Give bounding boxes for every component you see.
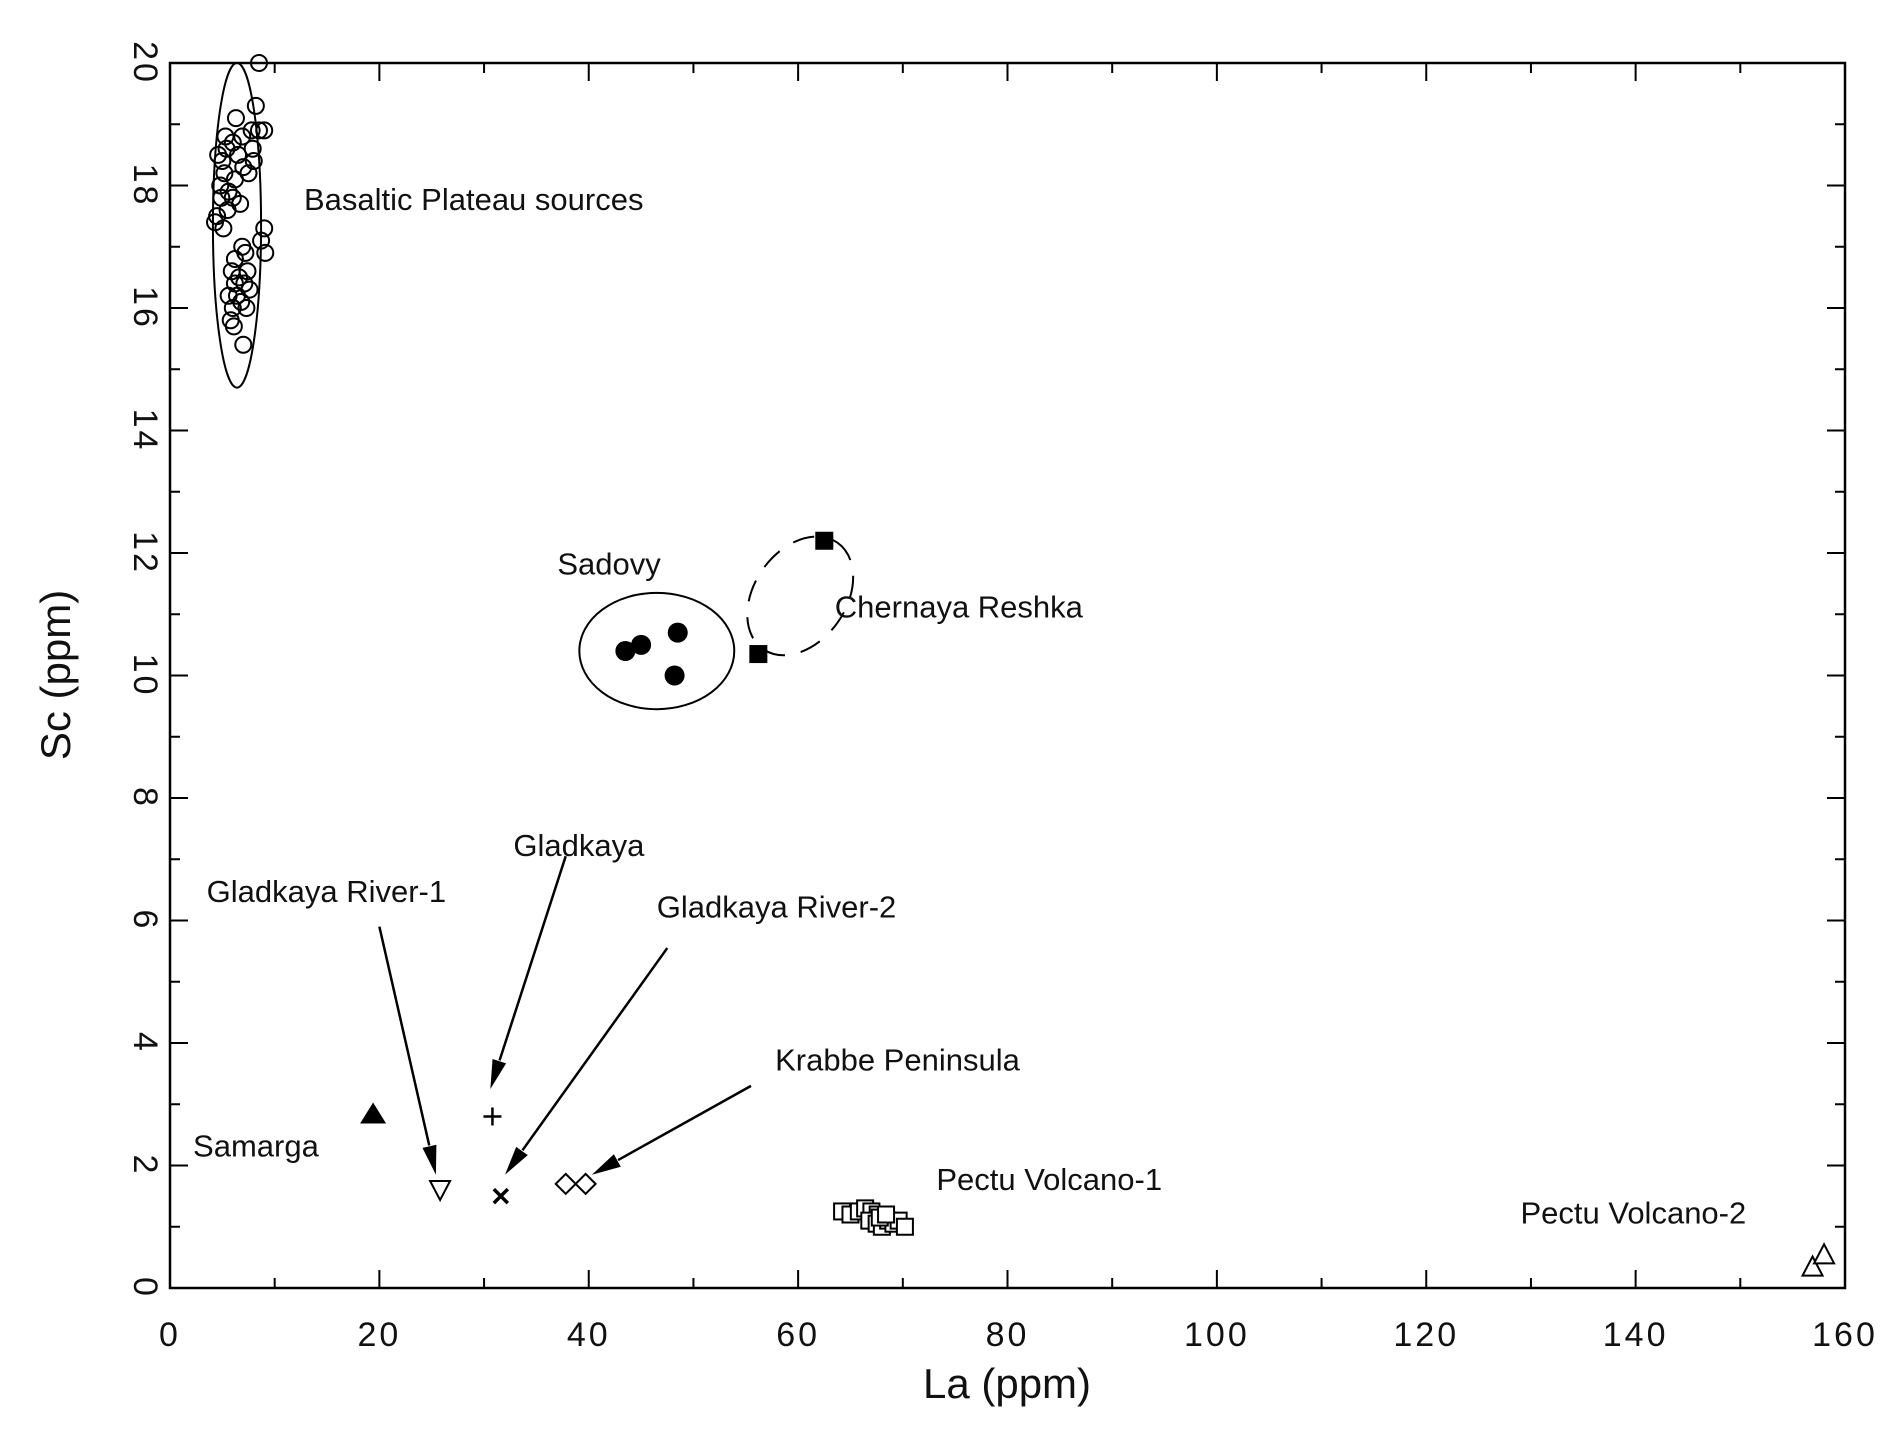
data-point bbox=[895, 1217, 914, 1236]
y-tick-label: 12 bbox=[126, 531, 164, 575]
group-label: Pectu Volcano-1 bbox=[936, 1162, 1162, 1197]
plot-frame bbox=[168, 61, 1847, 1290]
data-point bbox=[213, 152, 232, 170]
annotation-arrow bbox=[490, 855, 567, 1089]
data-point bbox=[256, 243, 275, 262]
group-label: Krabbe Peninsula bbox=[775, 1043, 1020, 1078]
data-point bbox=[664, 665, 685, 686]
data-point bbox=[483, 1107, 502, 1126]
data-point bbox=[877, 1205, 896, 1224]
annotation-arrows bbox=[378, 855, 752, 1175]
y-tick-label: 16 bbox=[126, 286, 164, 330]
data-point bbox=[428, 1180, 452, 1203]
x-tick-label: 20 bbox=[357, 1316, 401, 1354]
x-tick-label: 120 bbox=[1393, 1316, 1459, 1354]
data-point bbox=[233, 127, 252, 146]
annotation-arrow bbox=[505, 947, 669, 1175]
y-axis-title: Sc (ppm) bbox=[32, 590, 79, 760]
annotation-arrow bbox=[591, 1084, 752, 1175]
group-label: Gladkaya bbox=[513, 828, 645, 863]
y-tick-label: 14 bbox=[126, 409, 164, 453]
data-point bbox=[224, 317, 243, 336]
group-label: Gladkaya River-2 bbox=[657, 889, 896, 924]
data-point bbox=[1812, 1242, 1836, 1265]
data-point bbox=[231, 194, 250, 213]
data-point bbox=[212, 188, 231, 207]
data-point bbox=[631, 634, 652, 655]
data-point bbox=[236, 243, 255, 262]
data-point bbox=[554, 1172, 578, 1196]
data-point bbox=[232, 292, 251, 311]
y-tick-label: 18 bbox=[126, 164, 164, 208]
data-points bbox=[206, 54, 1836, 1277]
axis-ticks: 0 20 40 60 80 100 120 140 160 0 2 4 6 8 10 12 14 16 18 20 bbox=[126, 41, 1878, 1354]
data-point bbox=[215, 164, 234, 183]
data-point bbox=[249, 54, 268, 72]
x-tick-label: 40 bbox=[567, 1316, 611, 1354]
y-tick-label: 10 bbox=[126, 654, 164, 698]
data-point bbox=[225, 250, 244, 268]
y-tick-label: 20 bbox=[126, 41, 164, 85]
data-point bbox=[238, 262, 257, 281]
data-point bbox=[252, 231, 271, 250]
data-point bbox=[815, 531, 834, 550]
group-ellipse bbox=[578, 591, 736, 711]
y-tick-label: 0 bbox=[126, 1277, 164, 1299]
group-label: Pectu Volcano-2 bbox=[1520, 1196, 1746, 1231]
data-point bbox=[226, 109, 245, 128]
data-point bbox=[574, 1172, 598, 1196]
x-tick-label: 80 bbox=[986, 1316, 1030, 1354]
data-point bbox=[206, 213, 225, 232]
data-point bbox=[255, 121, 274, 140]
x-tick-label: 60 bbox=[776, 1316, 820, 1354]
data-point bbox=[1800, 1254, 1825, 1277]
data-point bbox=[492, 1187, 510, 1205]
x-tick-label: 100 bbox=[1184, 1316, 1250, 1354]
annotation-arrow bbox=[378, 926, 437, 1175]
data-point bbox=[255, 219, 274, 238]
data-point bbox=[234, 335, 253, 354]
data-point bbox=[242, 121, 261, 140]
group-label: Gladkaya River-1 bbox=[207, 874, 446, 909]
y-tick-label: 6 bbox=[126, 910, 164, 932]
data-point bbox=[244, 152, 263, 170]
group-label: Basaltic Plateau sources bbox=[304, 182, 643, 217]
x-tick-label: 140 bbox=[1603, 1316, 1669, 1354]
data-point bbox=[749, 645, 768, 664]
data-point bbox=[360, 1102, 387, 1124]
group-label: Sadovy bbox=[557, 546, 661, 581]
x-tick-label: 160 bbox=[1812, 1316, 1878, 1354]
annotation-labels: Basaltic Plateau sources Sadovy Chernaya R… bbox=[193, 182, 1746, 1231]
data-point bbox=[237, 299, 256, 317]
group-label: Samarga bbox=[193, 1128, 320, 1163]
group-ellipse bbox=[746, 535, 855, 657]
data-point bbox=[667, 622, 688, 643]
group-ellipses bbox=[211, 62, 855, 711]
x-tick-label: 0 bbox=[159, 1316, 181, 1354]
data-point bbox=[239, 164, 258, 183]
data-point bbox=[246, 96, 265, 115]
data-point bbox=[615, 641, 636, 661]
data-point bbox=[234, 158, 253, 177]
data-point bbox=[229, 145, 248, 164]
data-point bbox=[249, 121, 268, 140]
y-tick-label: 2 bbox=[126, 1155, 164, 1177]
y-tick-label: 4 bbox=[126, 1032, 164, 1054]
group-label: Chernaya Reshka bbox=[835, 589, 1084, 624]
data-point bbox=[243, 139, 262, 158]
group-ellipse bbox=[211, 62, 263, 389]
y-tick-label: 8 bbox=[126, 787, 164, 809]
x-axis-title: La (ppm) bbox=[923, 1360, 1091, 1407]
